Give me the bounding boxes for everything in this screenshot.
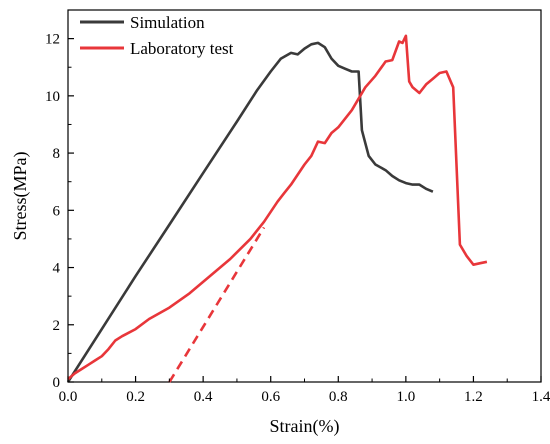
x-tick-label: 1.4 [532,389,550,405]
x-tick-label: 0.6 [261,389,280,405]
y-tick-label: 10 [45,89,60,105]
y-axis-label: Stress(MPa) [10,151,31,240]
x-tick-label: 1.2 [464,389,483,405]
series-layer [66,34,488,383]
y-tick-label: 4 [53,261,61,277]
y-tick-label: 0 [53,375,61,391]
series-line-unloading-dashed [168,226,266,383]
series-line-laboratory-test [67,34,488,381]
legend-label: Simulation [130,13,205,32]
series-line-simulation [66,41,434,383]
x-tick-label: 0.2 [126,389,145,405]
y-tick-label: 6 [53,203,61,219]
x-tick-label: 0.8 [329,389,348,405]
x-tick-label: 1.0 [396,389,415,405]
legend-label: Laboratory test [130,39,234,58]
x-tick-label: 0.4 [194,389,213,405]
y-tick-label: 8 [53,146,61,162]
y-tick-label: 12 [45,32,60,48]
y-tick-label: 2 [53,318,61,334]
x-tick-label: 0.0 [59,389,78,405]
x-axis-label: Strain(%) [270,416,340,437]
legend: Simulation Laboratory test [80,13,234,58]
axes-layer: 0.0 0.2 0.4 0.6 0.8 1.0 1.2 1.4 0 2 4 6 8 10 12 [45,9,550,405]
